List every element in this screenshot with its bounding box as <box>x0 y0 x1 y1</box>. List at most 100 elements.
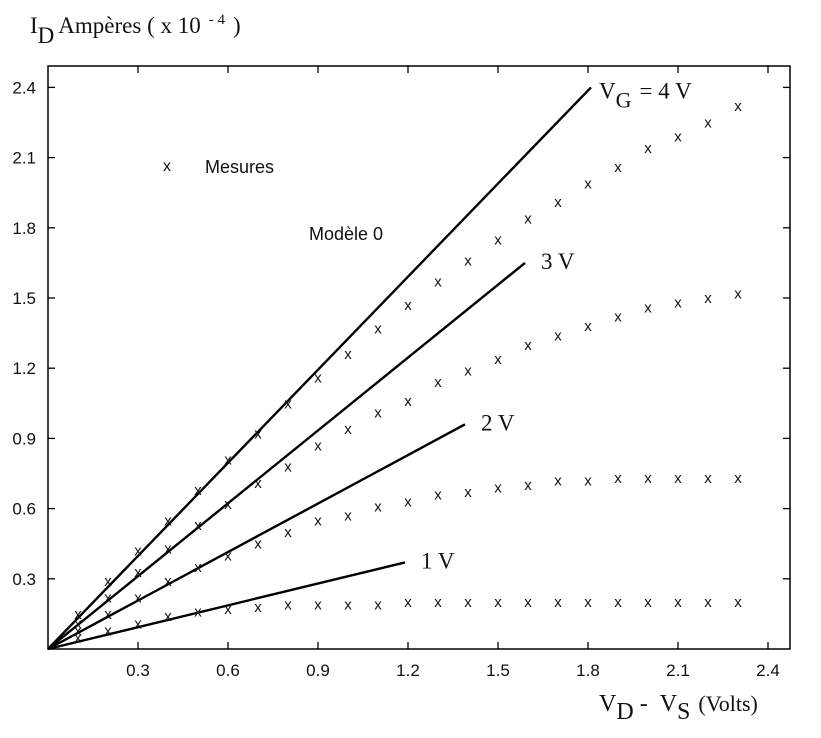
model-line-label: 2 V <box>481 410 515 435</box>
data-point: x <box>674 594 682 611</box>
data-point: x <box>104 590 112 607</box>
y-axis-title: ID Ampères ( x 10- 4) <box>30 12 241 48</box>
data-point: x <box>554 194 562 211</box>
data-point: x <box>704 290 712 307</box>
data-point: x <box>494 480 502 497</box>
data-point: x <box>194 604 202 621</box>
data-point: x <box>254 536 262 553</box>
x-tick-label: 0.6 <box>216 661 240 680</box>
data-point: x <box>404 594 412 611</box>
legend-marker: x <box>163 158 171 175</box>
data-point: x <box>194 517 202 534</box>
data-point: x <box>674 129 682 146</box>
data-point: x <box>674 470 682 487</box>
data-point: x <box>74 606 82 623</box>
data-point: x <box>164 512 172 529</box>
data-point: x <box>74 622 82 639</box>
data-point: x <box>164 573 172 590</box>
data-point: x <box>434 274 442 291</box>
data-point: x <box>254 426 262 443</box>
data-point: x <box>74 615 82 632</box>
data-point: x <box>644 299 652 316</box>
data-point: x <box>554 327 562 344</box>
legend-measures-label: Mesures <box>205 157 274 177</box>
data-point: x <box>224 451 232 468</box>
data-point: x <box>404 393 412 410</box>
data-point: x <box>524 594 532 611</box>
data-point: x <box>374 320 382 337</box>
x-axis-title: VD - VS (Volts) <box>599 691 758 725</box>
y-tick-label: 0.6 <box>12 500 36 519</box>
data-point: x <box>134 590 142 607</box>
plot-frame <box>47 65 791 650</box>
data-point: x <box>434 374 442 391</box>
model-line <box>47 86 592 650</box>
data-point: x <box>554 473 562 490</box>
data-point: x <box>164 608 172 625</box>
y-tick-label: 1.2 <box>12 359 36 378</box>
data-point: x <box>614 309 622 326</box>
data-point: x <box>614 594 622 611</box>
data-point: x <box>524 477 532 494</box>
data-point: x <box>404 297 412 314</box>
data-point: x <box>194 482 202 499</box>
model-line-label: 1 V <box>421 548 455 573</box>
data-point: x <box>464 484 472 501</box>
data-point: x <box>194 559 202 576</box>
model-line-label: VG = 4 V <box>599 78 692 112</box>
x-tick-labels: 0.3 0.6 0.9 1.2 1.5 1.8 2.1 2.4 <box>126 661 780 680</box>
data-point: x <box>524 337 532 354</box>
data-point: x <box>554 594 562 611</box>
data-point: x <box>284 597 292 614</box>
data-point: x <box>644 594 652 611</box>
data-point: x <box>344 421 352 438</box>
data-point: x <box>464 253 472 270</box>
data-point: x <box>674 295 682 312</box>
data-point: x <box>104 606 112 623</box>
data-point: x <box>494 594 502 611</box>
data-point: x <box>254 599 262 616</box>
y-tick-label: 1.5 <box>12 289 36 308</box>
data-point: x <box>374 597 382 614</box>
data-point: x <box>434 594 442 611</box>
data-point: x <box>494 232 502 249</box>
x-tick-label: 1.8 <box>576 661 600 680</box>
measurement-points: x x x x x x x x x x x x x x x x x x x x x x x x x x x x x x x x x x x x x x x x… <box>74 98 742 646</box>
data-point: x <box>314 597 322 614</box>
legend-model-label: Modèle 0 <box>309 224 383 244</box>
x-tick-label: 2.4 <box>756 661 780 680</box>
data-point: x <box>734 594 742 611</box>
data-point: x <box>464 594 472 611</box>
data-point: x <box>134 564 142 581</box>
data-point: x <box>314 512 322 529</box>
data-point: x <box>104 622 112 639</box>
data-point: x <box>734 285 742 302</box>
data-point: x <box>734 98 742 115</box>
y-tick-labels: 0.3 0.6 0.9 1.2 1.5 1.8 2.1 2.4 <box>12 78 36 588</box>
data-point: x <box>254 475 262 492</box>
x-tick-label: 1.2 <box>396 661 420 680</box>
data-point: x <box>704 470 712 487</box>
y-tick-label: 2.1 <box>12 149 36 168</box>
data-point: x <box>614 159 622 176</box>
model-line <box>47 261 526 650</box>
data-point: x <box>164 540 172 557</box>
data-point: x <box>104 573 112 590</box>
data-point: x <box>464 363 472 380</box>
data-point: x <box>584 318 592 335</box>
x-tick-label: 2.1 <box>666 661 690 680</box>
data-point: x <box>734 470 742 487</box>
model-line-label: 3 V <box>541 249 575 274</box>
data-point: x <box>134 543 142 560</box>
data-point: x <box>344 597 352 614</box>
y-tick-label: 1.8 <box>12 219 36 238</box>
data-point: x <box>524 210 532 227</box>
data-point: x <box>584 594 592 611</box>
data-point: x <box>704 594 712 611</box>
data-point: x <box>284 524 292 541</box>
data-point: x <box>704 115 712 132</box>
data-point: x <box>374 498 382 515</box>
data-point: x <box>644 140 652 157</box>
model-line <box>47 561 406 651</box>
x-tick-label: 0.3 <box>126 661 150 680</box>
